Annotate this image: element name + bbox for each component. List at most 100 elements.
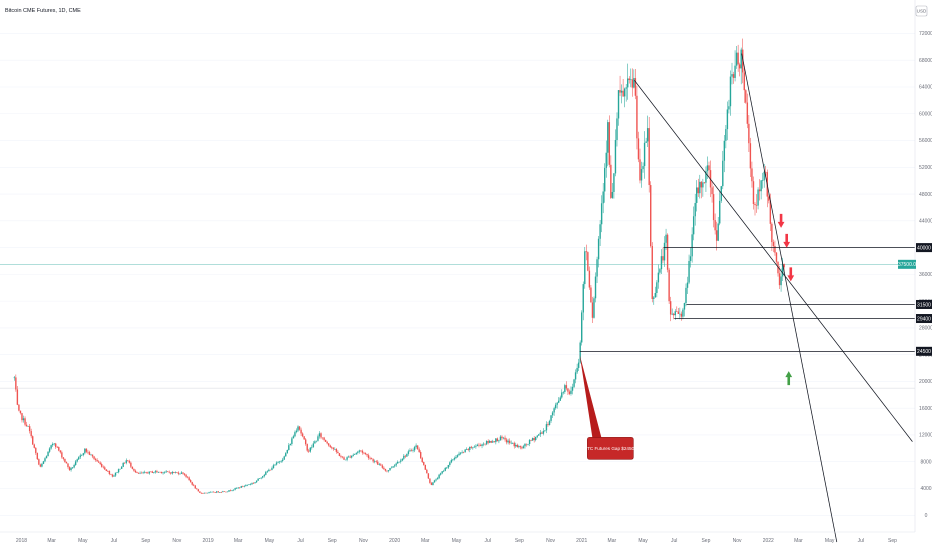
candle-body — [605, 152, 607, 168]
candle-body — [377, 461, 379, 465]
candle-body — [300, 429, 302, 434]
candle-body — [510, 442, 512, 444]
x-tick-label: May — [452, 538, 462, 544]
candle-body — [542, 430, 545, 434]
candle-body — [548, 420, 551, 426]
candle-body — [93, 456, 95, 459]
candle-body — [272, 465, 275, 469]
candle-body — [628, 78, 630, 81]
candle-body — [728, 106, 730, 110]
candle-body — [364, 453, 367, 455]
candle-body — [686, 282, 689, 288]
candle-body — [320, 433, 322, 438]
candle-body — [442, 470, 445, 472]
candle-body — [550, 415, 552, 421]
candle-body — [13, 377, 16, 379]
currency-selector[interactable]: USD — [915, 5, 928, 17]
candle-body — [91, 454, 94, 457]
candle-body — [240, 486, 242, 488]
x-tick-label: Sep — [888, 538, 897, 544]
candle-body — [533, 438, 535, 441]
candle-body — [482, 443, 485, 445]
candle-body — [432, 482, 434, 485]
candle-body — [734, 65, 736, 78]
last-price-tag — [898, 259, 916, 269]
x-axis[interactable]: 2018 Mar May Jul Sep Nov 2019 Mar May Jul Sep Nov 20… — [0, 531, 915, 544]
candle-body — [608, 122, 611, 165]
candle-body — [627, 78, 629, 88]
y-tick-label: 4000 — [920, 486, 931, 492]
candle-body — [607, 122, 609, 153]
candle-body — [308, 450, 310, 452]
candle-body — [700, 181, 703, 188]
candle-body — [168, 471, 170, 473]
candle-body — [501, 436, 503, 439]
candle-body — [407, 451, 410, 454]
trendline[interactable] — [741, 53, 838, 543]
candle-body — [96, 459, 98, 462]
callout-box[interactable] — [587, 437, 634, 460]
candle-body — [516, 444, 519, 448]
candle-body — [107, 471, 109, 472]
candle-body — [737, 52, 739, 65]
trendline[interactable] — [634, 80, 913, 442]
candle-body — [48, 448, 51, 452]
candle-body — [404, 455, 407, 457]
x-tick-label: Jul — [858, 538, 864, 544]
candle-body — [286, 449, 288, 454]
candle-body — [358, 450, 361, 452]
candle-body — [390, 467, 393, 469]
candle-body — [105, 469, 108, 472]
candle-body — [360, 450, 362, 452]
candle-body — [68, 467, 71, 471]
candle-body — [519, 446, 522, 448]
y-tick-label: 44000 — [919, 219, 932, 225]
candle-body — [735, 52, 738, 66]
candle-body — [424, 464, 426, 470]
candle-body — [145, 471, 147, 473]
candle-body — [640, 169, 643, 181]
candle-body — [226, 491, 229, 493]
candle-body — [200, 492, 203, 494]
candle-body — [547, 424, 549, 426]
y-tick-label: 68000 — [919, 58, 932, 64]
candle-body — [755, 205, 758, 206]
candle-body — [134, 470, 137, 473]
candle-body — [208, 492, 210, 493]
candle-body — [235, 488, 238, 489]
level-price-label: 29400 — [917, 316, 931, 322]
candle-body — [464, 449, 466, 453]
candle-body — [373, 461, 376, 462]
candle-body — [182, 472, 184, 474]
candle-body — [186, 476, 189, 478]
candle-body — [512, 442, 514, 444]
candle-body — [400, 460, 402, 462]
candle-body — [461, 452, 463, 453]
candle-body — [157, 471, 160, 473]
x-tick-label: Jul — [297, 538, 303, 544]
candle-body — [352, 454, 354, 456]
drawings[interactable]: BTC Futures Gap $24500 — [579, 53, 915, 543]
candle-body — [81, 454, 83, 456]
candle-body — [551, 412, 554, 416]
candle-body — [496, 438, 499, 442]
candle-body — [114, 472, 117, 476]
candle-body — [70, 468, 72, 471]
candle-body — [124, 462, 126, 464]
level-price-tag — [916, 243, 932, 253]
candle-body — [558, 400, 560, 403]
candle-body — [490, 441, 492, 443]
candle-body — [67, 463, 69, 468]
candle-body — [688, 260, 690, 283]
candle-body — [556, 402, 558, 405]
candle-body — [426, 469, 428, 474]
candle-body — [311, 446, 313, 448]
candle-body — [475, 445, 477, 447]
candle-body — [769, 200, 772, 224]
candle-body — [324, 439, 327, 442]
candle-body — [291, 438, 293, 444]
candle-body — [99, 462, 101, 465]
y-tick-label: 56000 — [919, 138, 932, 144]
candle-body — [757, 189, 759, 206]
